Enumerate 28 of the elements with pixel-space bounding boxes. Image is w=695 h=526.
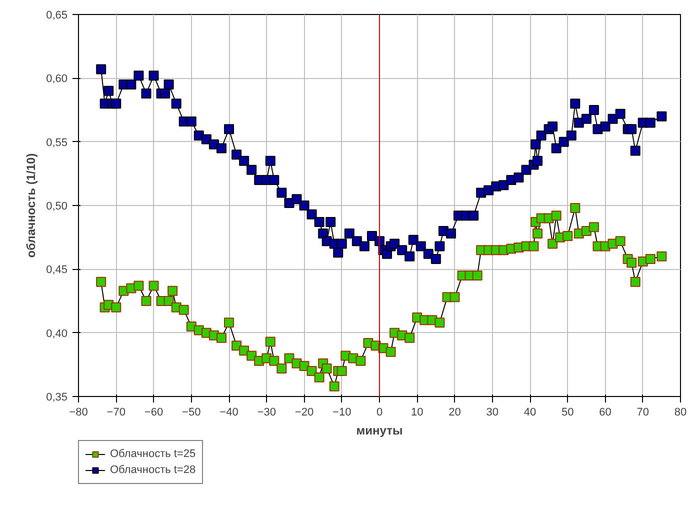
x-tick-label: 30 xyxy=(486,406,499,418)
y-tick-label: 0,45 xyxy=(46,264,68,276)
x-tick-label: −30 xyxy=(257,406,276,418)
x-tick-label: −70 xyxy=(106,406,126,418)
x-tick-label: 20 xyxy=(448,406,461,418)
y-tick-label: 0,55 xyxy=(46,136,68,149)
y-tick-label: 0,60 xyxy=(46,73,68,86)
x-tick-label: 10 xyxy=(411,406,424,418)
legend-label: Облачность t=28 xyxy=(110,463,196,477)
y-tick-label: 0,35 xyxy=(46,392,68,404)
x-tick-label: 0 xyxy=(376,406,383,418)
x-axis-title: минуты xyxy=(356,424,403,438)
x-tick-label: −80 xyxy=(69,406,88,418)
x-tick-label: 50 xyxy=(562,406,574,418)
y-tick-label: 0,65 xyxy=(46,10,68,22)
x-tick-label: −20 xyxy=(294,406,314,418)
x-tick-label: −50 xyxy=(182,406,201,418)
legend-label: Облачность t=25 xyxy=(110,447,196,461)
y-tick-label: 0,50 xyxy=(46,200,68,212)
x-tick-label: −10 xyxy=(332,406,352,418)
y-axis-title: облачность (1/10) xyxy=(24,153,38,258)
x-tick-label: 60 xyxy=(599,406,612,418)
x-tick-label: 80 xyxy=(674,406,687,418)
y-tick-label: 0,40 xyxy=(46,328,68,340)
x-tick-label: 70 xyxy=(636,406,650,418)
x-tick-label: 40 xyxy=(524,406,536,418)
x-tick-label: −40 xyxy=(220,406,238,418)
x-tick-label: −60 xyxy=(144,406,164,418)
